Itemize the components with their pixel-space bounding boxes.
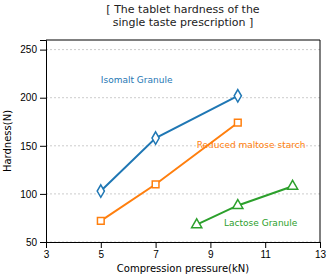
tick-label: 9 bbox=[208, 249, 214, 260]
tick-label: 50 bbox=[26, 237, 38, 248]
tick: 9 bbox=[208, 242, 214, 260]
tick-mark bbox=[101, 242, 102, 248]
tick-label: 7 bbox=[153, 249, 159, 260]
point bbox=[97, 185, 104, 197]
tick-mark bbox=[40, 194, 46, 195]
tick-label: 100 bbox=[20, 189, 37, 200]
annotation: Reduced maltose starch bbox=[197, 140, 306, 150]
grid bbox=[46, 50, 320, 242]
point bbox=[234, 90, 241, 102]
tick: 100 bbox=[20, 189, 46, 200]
chart: 3 5 7 9 11 13 50 100 150 200 250 Isomalt Granule Red… bbox=[0, 0, 332, 278]
point bbox=[234, 119, 241, 126]
tick: 200 bbox=[20, 92, 46, 103]
title-line: [ The tablet hardness of the bbox=[106, 3, 260, 16]
tick-label: 5 bbox=[99, 249, 105, 260]
tick-mark bbox=[40, 50, 46, 51]
frame bbox=[320, 40, 321, 242]
tick-mark bbox=[265, 242, 266, 248]
point bbox=[152, 132, 159, 144]
tick-label: 150 bbox=[20, 141, 37, 152]
annotation: Lactose Granule bbox=[224, 218, 298, 228]
tick-label: 13 bbox=[315, 249, 327, 260]
point bbox=[152, 181, 159, 188]
series-line bbox=[101, 123, 238, 221]
x-label: Compression pressure(kN) bbox=[117, 263, 249, 274]
title: [ The tablet hardness of thesingle taste… bbox=[106, 3, 260, 29]
tick-mark bbox=[40, 242, 46, 243]
tick: 5 bbox=[99, 242, 105, 260]
tick: 13 bbox=[315, 242, 327, 260]
tick: 150 bbox=[20, 141, 46, 152]
tick: 250 bbox=[20, 44, 46, 55]
x-axis: 3 5 7 9 11 13 bbox=[44, 242, 327, 260]
grid-line bbox=[46, 97, 320, 98]
tick-mark bbox=[40, 98, 46, 99]
point bbox=[233, 200, 243, 209]
axis-line bbox=[47, 243, 321, 249]
point bbox=[97, 217, 104, 224]
tick: 50 bbox=[26, 237, 46, 248]
tick-mark bbox=[320, 242, 321, 248]
tick: 11 bbox=[261, 242, 272, 260]
annotation: Isomalt Granule bbox=[101, 75, 173, 85]
tick: 7 bbox=[153, 242, 159, 260]
tick-mark bbox=[156, 242, 157, 248]
point bbox=[288, 180, 298, 189]
title-line: single taste prescription ] bbox=[113, 16, 254, 29]
plot: 3 5 7 9 11 13 50 100 150 200 250 Isomalt Granule Red… bbox=[20, 40, 326, 260]
y-label: Hardness(N) bbox=[2, 110, 13, 172]
grid-line bbox=[46, 193, 320, 194]
point bbox=[192, 219, 202, 228]
y-axis: 50 100 150 200 250 bbox=[20, 41, 46, 248]
frame bbox=[46, 40, 320, 41]
axis-line bbox=[40, 41, 47, 243]
grid-line bbox=[46, 49, 320, 50]
tick-label: 11 bbox=[261, 249, 272, 260]
tick-label: 3 bbox=[44, 249, 50, 260]
tick-mark bbox=[40, 146, 46, 147]
tick-mark bbox=[210, 242, 211, 248]
marks bbox=[97, 90, 298, 228]
tick-label: 250 bbox=[20, 44, 37, 55]
tick: 3 bbox=[44, 242, 50, 260]
tick-label: 200 bbox=[20, 92, 37, 103]
